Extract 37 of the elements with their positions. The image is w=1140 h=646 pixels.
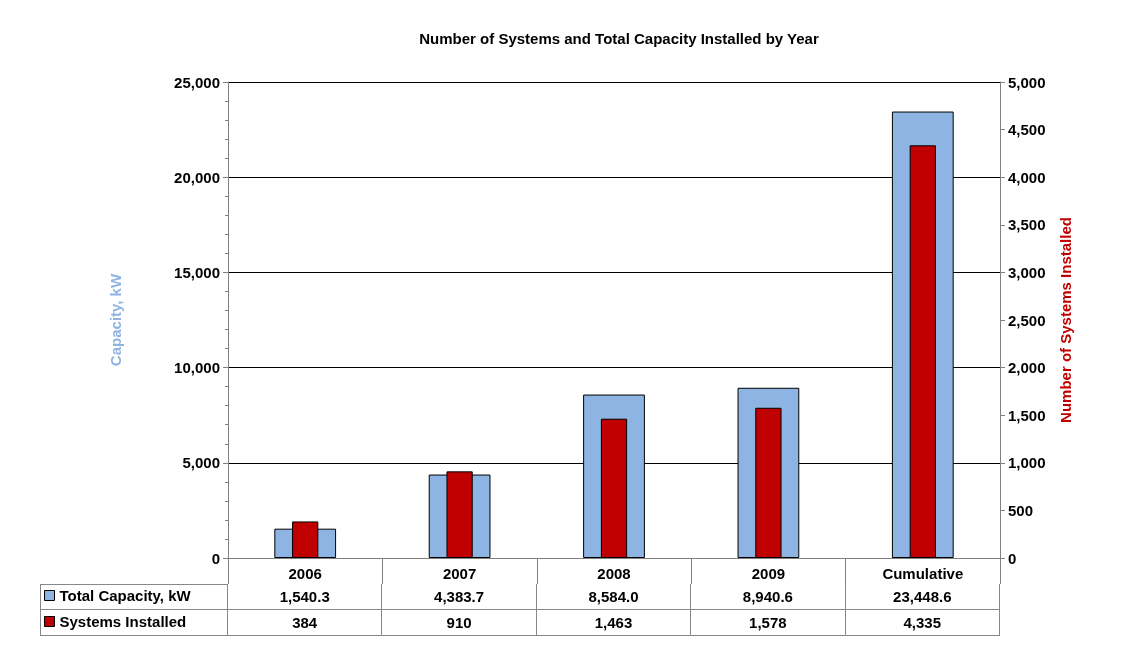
data-label: 4,383.7 xyxy=(382,584,537,610)
x-tick-label: Cumulative xyxy=(882,565,964,582)
y2-tick-label: 5,000 xyxy=(1008,73,1046,91)
x-tick-label: 2006 xyxy=(288,565,322,582)
y2-tick-label: 3,500 xyxy=(1008,216,1046,234)
data-label: 4,335 xyxy=(845,610,1000,636)
data-label: 1,578 xyxy=(691,610,846,636)
data-label: 384 xyxy=(228,610,383,636)
y2-tick-label: 4,500 xyxy=(1008,121,1046,139)
data-label: 8,584.0 xyxy=(536,584,692,610)
y-tick-label: 0 xyxy=(211,549,220,567)
y-axis-title: Capacity, kW xyxy=(107,273,124,367)
data-label: 1,463 xyxy=(536,610,692,636)
x-tick-label: 2007 xyxy=(442,565,477,582)
x-tick-label: 2008 xyxy=(597,565,631,582)
y-tick-label: 15,000 xyxy=(174,263,220,281)
y2-tick-label: 3,000 xyxy=(1008,263,1046,281)
chart-title: Number of Systems and Total Capacity Installed by Year xyxy=(419,30,819,47)
y-tick-label: 10,000 xyxy=(174,359,220,377)
x-tick-label: 2009 xyxy=(751,565,786,582)
legend-label: Systems Installed xyxy=(59,613,187,630)
data-label: 8,940.6 xyxy=(691,584,846,610)
y2-tick-label: 2,000 xyxy=(1008,359,1046,377)
data-label: 910 xyxy=(382,610,537,636)
data-label: 23,448.6 xyxy=(845,584,1000,610)
y2-tick-label: 500 xyxy=(1008,501,1034,519)
y-tick-label: 25,000 xyxy=(174,73,220,91)
y-tick-label: 5,000 xyxy=(182,454,220,472)
y2-axis-title: Number of Systems Installed xyxy=(1057,217,1074,423)
y2-tick-label: 2,500 xyxy=(1008,311,1046,329)
y2-tick-label: 1,500 xyxy=(1008,406,1046,424)
y2-tick-label: 1,000 xyxy=(1008,454,1046,472)
y2-tick-label: 0 xyxy=(1008,549,1017,567)
y-tick-label: 20,000 xyxy=(174,168,220,186)
legend-label: Total Capacity, kW xyxy=(59,587,192,604)
y2-tick-label: 4,000 xyxy=(1008,168,1046,186)
data-label: 1,540.3 xyxy=(228,584,383,610)
